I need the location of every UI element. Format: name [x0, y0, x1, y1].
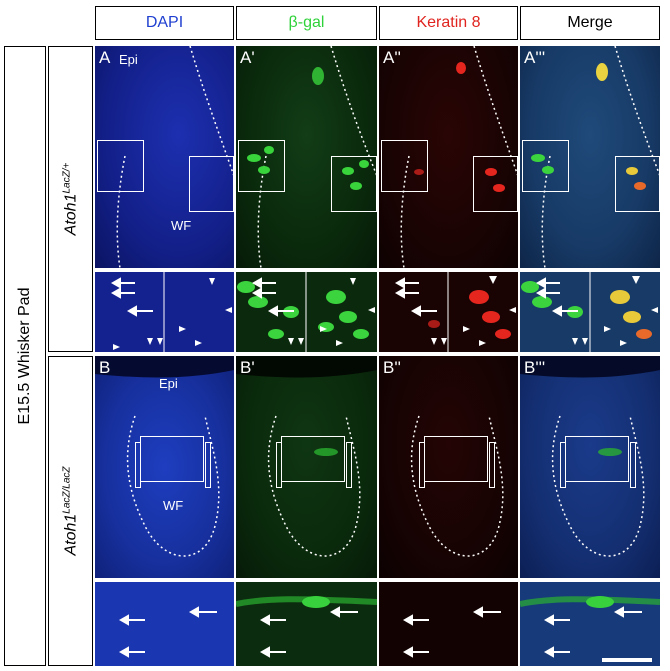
- inset-a-merge-arrows: [521, 272, 658, 352]
- panel-b-dapi: B Epi WF: [95, 356, 234, 578]
- inset-box-side-left: [419, 442, 425, 488]
- inset-box-side-right: [489, 442, 495, 488]
- inset-row-b-bgal: [236, 582, 377, 666]
- panel-a-merge-overlay: [531, 46, 660, 268]
- panel-label-b1: B': [240, 358, 255, 377]
- genotype-b-box: Atoh1LacZ/LacZ: [48, 356, 93, 666]
- inset-row-a-bgal: [236, 272, 377, 352]
- panel-a-dapi: A Epi WF: [95, 46, 234, 268]
- inset-row-b-merge: [520, 582, 660, 666]
- inset-row-a-keratin: [379, 272, 518, 352]
- inset-a-bgal-arrows: [237, 272, 375, 352]
- inset-row-b-dapi: [95, 582, 234, 666]
- inset-b-dapi-arrows: [118, 606, 217, 658]
- panel-label-b2: B'': [383, 358, 401, 377]
- inset-box-side-right: [630, 442, 636, 488]
- panel-b-merge-overlay: [520, 356, 660, 557]
- inset-box-center: [140, 436, 204, 482]
- header-merge-label: Merge: [567, 14, 613, 31]
- panel-a-keratin-overlay: [400, 46, 518, 268]
- inset-box-side-right: [205, 442, 211, 488]
- inset-box-side-left: [560, 442, 566, 488]
- inset-box-left: [238, 140, 285, 192]
- header-bgal-label: β-gal: [288, 14, 325, 31]
- tissue-label-box: E15.5 Whisker Pad: [4, 46, 46, 666]
- panel-label-b: B: [99, 358, 111, 377]
- panel-b-bgal: B': [236, 356, 377, 578]
- inset-box-right: [473, 156, 518, 212]
- inset-box-side-right: [346, 442, 352, 488]
- region-label-wf-b: WF: [163, 498, 184, 513]
- panel-label-a: A: [99, 48, 111, 67]
- header-bgal: β-gal: [236, 6, 377, 40]
- header-keratin: Keratin 8: [379, 6, 518, 40]
- inset-box-left: [381, 140, 428, 192]
- panel-b-keratin: B'': [379, 356, 518, 578]
- inset-b-keratin-arrows: [402, 606, 501, 658]
- inset-row-b-keratin: [379, 582, 518, 666]
- genotype-a-box: Atoh1LacZ/+: [48, 46, 93, 352]
- inset-box-center: [424, 436, 488, 482]
- inset-box-center: [281, 436, 345, 482]
- scale-bar: [602, 658, 652, 662]
- inset-box-right: [331, 156, 377, 212]
- inset-b-bgal-arrows: [236, 596, 377, 658]
- panel-label-a3: A''': [524, 48, 546, 67]
- panel-b-keratin-overlay: [410, 415, 504, 557]
- panel-b-bgal-overlay: [236, 356, 377, 557]
- panel-a-merge: A''': [520, 46, 660, 268]
- header-merge: Merge: [520, 6, 660, 40]
- region-label-epi-b: Epi: [159, 376, 178, 391]
- inset-a-dapi-arrows: [110, 272, 232, 352]
- inset-a-keratin-arrows: [394, 272, 516, 352]
- header-dapi-label: DAPI: [145, 14, 184, 31]
- region-label-epi-a: Epi: [119, 52, 138, 67]
- panel-a-bgal-overlay: [247, 46, 377, 268]
- inset-box-right: [615, 156, 660, 212]
- header-dapi: DAPI: [95, 6, 234, 40]
- panel-a-dapi-overlay: [116, 46, 234, 268]
- inset-row-a-merge: [520, 272, 660, 352]
- region-label-wf-a: WF: [171, 218, 192, 233]
- inset-row-a-dapi: [95, 272, 234, 352]
- inset-box-center: [565, 436, 629, 482]
- panel-a-keratin: A'': [379, 46, 518, 268]
- genotype-a-label: Atoh1LacZ/+: [60, 162, 80, 236]
- genotype-b-label: Atoh1LacZ/LacZ: [60, 466, 80, 556]
- header-keratin-label: Keratin 8: [416, 14, 481, 31]
- panel-label-a2: A'': [383, 48, 401, 67]
- panel-a-bgal: A': [236, 46, 377, 268]
- inset-box-left: [522, 140, 569, 192]
- inset-box-right: [189, 156, 234, 212]
- inset-box-left: [97, 140, 144, 192]
- inset-b-merge-arrows: [520, 596, 660, 658]
- inset-box-side-left: [276, 442, 282, 488]
- panel-b-dapi-overlay: [95, 356, 234, 557]
- panel-label-a1: A': [240, 48, 255, 67]
- inset-box-side-left: [135, 442, 141, 488]
- tissue-label: E15.5 Whisker Pad: [16, 287, 33, 425]
- panel-label-b3: B''': [524, 358, 546, 377]
- panel-b-merge: B''': [520, 356, 660, 578]
